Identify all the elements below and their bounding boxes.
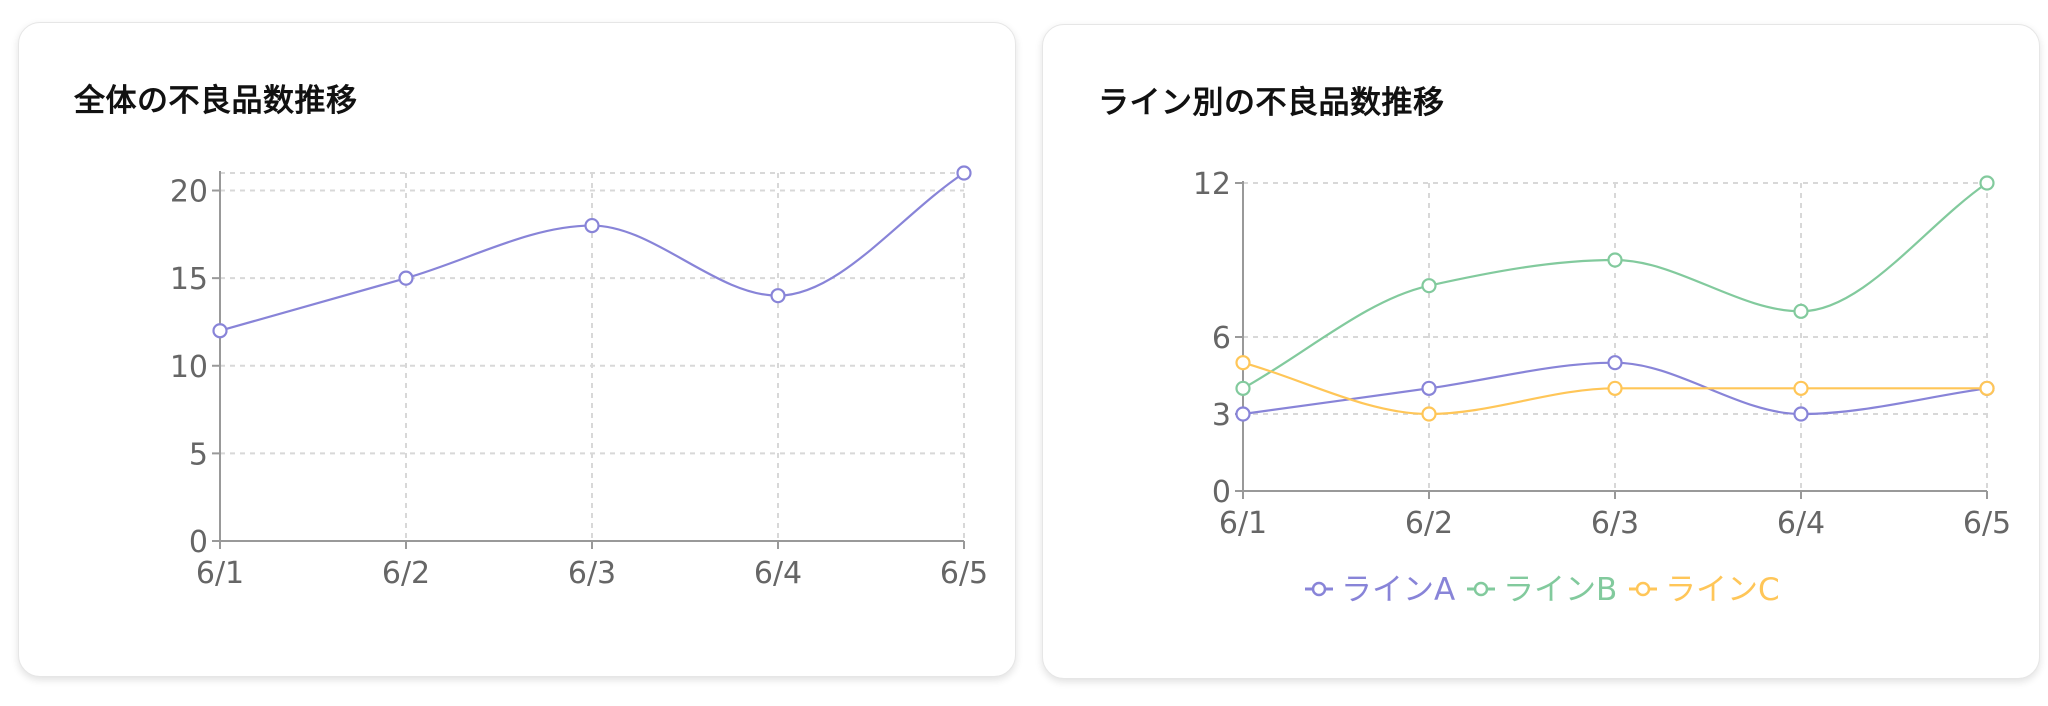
data-point bbox=[1235, 355, 1251, 371]
legend-item: ラインB bbox=[1467, 572, 1617, 608]
y-tick-label: 6 bbox=[1212, 321, 1231, 356]
x-tick-label: 6/2 bbox=[382, 556, 430, 591]
data-point bbox=[584, 217, 600, 234]
x-tick-label: 6/5 bbox=[940, 556, 988, 591]
line-defects-card: ライン別の不良品数推移 0 3 6 12 6/1 6/2 6/3 6/4 6/5 ラインA ラインB… bbox=[1042, 24, 2040, 679]
y-tick-label: 15 bbox=[170, 262, 208, 297]
overall-defects-card: 全体の不良品数推移 0 5 10 15 20 6/1 6/2 6/3 6/4 6/5 bbox=[18, 22, 1016, 677]
grid bbox=[219, 172, 965, 541]
x-tick-label: 6/2 bbox=[1405, 506, 1453, 541]
x-tick-label: 6/1 bbox=[1219, 506, 1267, 541]
data-point bbox=[1607, 380, 1623, 396]
legend-label: ラインB bbox=[1503, 572, 1617, 608]
legend-marker-dot bbox=[1635, 581, 1651, 597]
y-tick-label: 0 bbox=[189, 525, 208, 560]
data-point bbox=[1421, 380, 1437, 396]
data-point bbox=[1607, 355, 1623, 371]
data-point bbox=[1421, 406, 1437, 422]
data-point bbox=[398, 270, 414, 286]
line-defects-chart: 0 3 6 12 6/1 6/2 6/3 6/4 6/5 ラインA ラインB ラインC bbox=[1193, 167, 2011, 608]
data-point bbox=[1793, 380, 1809, 396]
data-point bbox=[1421, 278, 1437, 294]
y-tick-label: 20 bbox=[170, 175, 208, 210]
overall-defects-chart: 0 5 10 15 20 6/1 6/2 6/3 6/4 6/5 bbox=[170, 165, 988, 591]
x-tick-label: 6/4 bbox=[754, 556, 802, 591]
x-tick-label: 6/5 bbox=[1963, 506, 2011, 541]
legend-label: ラインA bbox=[1341, 572, 1455, 608]
y-tick-label: 5 bbox=[189, 437, 208, 472]
x-tick-label: 6/3 bbox=[568, 556, 616, 591]
data-point bbox=[1979, 380, 1995, 396]
x-tick-label: 6/1 bbox=[196, 556, 244, 591]
grid bbox=[1242, 182, 1988, 491]
legend-marker-dot bbox=[1473, 581, 1489, 597]
x-tick-label: 6/3 bbox=[1591, 506, 1639, 541]
data-point bbox=[1979, 175, 1995, 191]
legend-item: ラインC bbox=[1629, 572, 1780, 608]
data-point bbox=[212, 323, 228, 339]
legend-item: ラインA bbox=[1305, 572, 1455, 608]
chart-title: 全体の不良品数推移 bbox=[74, 83, 358, 119]
data-point bbox=[1793, 406, 1809, 422]
data-point bbox=[956, 165, 972, 181]
data-point bbox=[770, 288, 786, 304]
legend-label: ラインC bbox=[1665, 572, 1780, 608]
data-point bbox=[1235, 380, 1251, 396]
y-tick-label: 10 bbox=[170, 350, 208, 385]
data-point bbox=[1607, 252, 1623, 268]
data-point bbox=[1793, 303, 1809, 319]
legend-marker-dot bbox=[1311, 581, 1327, 597]
y-tick-label: 3 bbox=[1212, 398, 1231, 433]
y-tick-label: 0 bbox=[1212, 475, 1231, 510]
data-point bbox=[1235, 406, 1251, 422]
chart-title: ライン別の不良品数推移 bbox=[1098, 85, 1445, 121]
x-tick-label: 6/4 bbox=[1777, 506, 1825, 541]
y-tick-label: 12 bbox=[1193, 167, 1231, 202]
